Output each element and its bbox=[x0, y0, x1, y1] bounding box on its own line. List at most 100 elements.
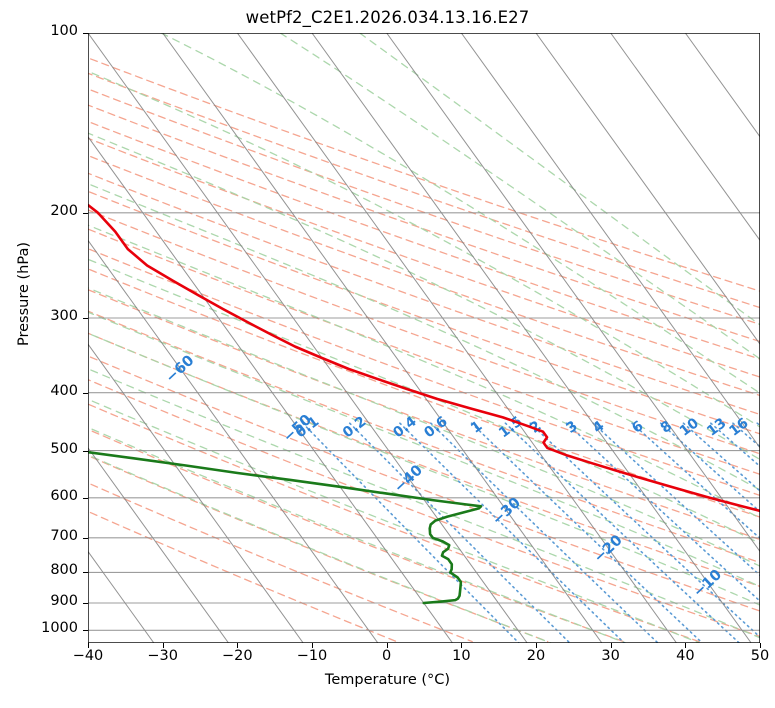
y-tick-mark bbox=[83, 450, 88, 452]
dry-adiabat-line bbox=[88, 378, 760, 638]
dry-adiabat-line bbox=[88, 154, 760, 397]
dry-adiabat-line bbox=[88, 209, 760, 455]
y-tick-label: 900 bbox=[50, 593, 78, 609]
isotherm-line bbox=[535, 33, 760, 345]
isotherm-line bbox=[162, 33, 603, 643]
y-tick-mark bbox=[83, 318, 88, 319]
dry-adiabat-lines bbox=[88, 57, 760, 643]
dry-adiabat-line bbox=[88, 137, 760, 378]
x-tick-mark bbox=[536, 643, 537, 648]
moist-adiabat-line bbox=[88, 398, 702, 643]
x-tick-mark bbox=[162, 643, 164, 648]
mixing-ratio-line bbox=[470, 422, 704, 643]
dry-adiabat-line bbox=[88, 57, 760, 292]
x-tick-mark bbox=[237, 643, 239, 648]
x-tick-mark bbox=[760, 643, 761, 648]
y-tick-mark bbox=[83, 392, 88, 394]
moist-adiabat-line bbox=[88, 287, 760, 567]
moist-adiabat-line bbox=[88, 70, 760, 428]
mixing-ratio-line bbox=[565, 422, 760, 603]
dry-adiabat-line bbox=[88, 428, 624, 643]
dry-adiabat-line bbox=[88, 72, 760, 309]
dry-adiabat-line bbox=[88, 510, 398, 643]
moist-adiabat-line bbox=[88, 183, 760, 491]
dry-adiabat-line bbox=[88, 120, 760, 360]
isotherm-line bbox=[88, 33, 528, 643]
y-tick-label: 300 bbox=[50, 308, 78, 324]
y-tick-label: 500 bbox=[50, 440, 78, 457]
x-tick-label: 10 bbox=[452, 648, 471, 664]
isotherm-line bbox=[460, 33, 760, 449]
x-tick-mark bbox=[312, 643, 313, 648]
mixing-ratio-line bbox=[504, 422, 741, 643]
sounding-curves bbox=[88, 203, 760, 605]
isotherm-line bbox=[88, 343, 304, 643]
y-tick-mark bbox=[83, 572, 88, 574]
y-tick-label: 400 bbox=[50, 382, 78, 399]
isotherm-line bbox=[311, 33, 752, 643]
mixing-ratio-line bbox=[399, 422, 626, 643]
mixing-ratio-line bbox=[529, 422, 760, 639]
isotherm-lines bbox=[88, 33, 760, 643]
x-axis-label: Temperature (°C) bbox=[324, 672, 451, 688]
y-tick-label: 800 bbox=[50, 562, 78, 579]
isotherm-line bbox=[88, 135, 454, 643]
moist-adiabat-line bbox=[88, 426, 628, 643]
x-tick-mark bbox=[685, 643, 687, 648]
x-tick-label: −10 bbox=[296, 648, 328, 664]
mixing-ratio-line bbox=[301, 422, 520, 643]
mixing-ratio-line bbox=[659, 422, 760, 513]
dry-adiabat-line bbox=[88, 190, 760, 435]
moist-adiabat-line bbox=[279, 33, 760, 360]
y-tick-label: 700 bbox=[50, 527, 78, 544]
isotherm-line bbox=[236, 33, 678, 643]
x-tick-label: −40 bbox=[72, 648, 104, 664]
x-tick-label: 20 bbox=[526, 648, 546, 664]
x-tick-label: 30 bbox=[601, 648, 620, 664]
dewpoint-curve bbox=[88, 450, 483, 605]
dry-adiabat-line bbox=[88, 247, 760, 497]
y-tick-mark bbox=[83, 33, 88, 34]
moist-adiabat-line bbox=[88, 454, 553, 643]
mixing-ratio-line bbox=[682, 422, 760, 493]
x-tick-mark bbox=[461, 643, 463, 648]
isotherm-line bbox=[88, 239, 379, 643]
isotherm-line bbox=[610, 33, 760, 242]
figure-title: wetPf2_C2E1.2026.034.13.16.E27 bbox=[245, 8, 530, 27]
dry-adiabat-line bbox=[88, 88, 760, 326]
moist-adiabat-line bbox=[88, 332, 760, 606]
x-tick-label: 50 bbox=[750, 648, 770, 664]
y-tick-mark bbox=[83, 537, 88, 539]
y-axis-label: Pressure (hPa) bbox=[16, 242, 32, 347]
x-tick-mark bbox=[610, 643, 612, 648]
moist-adiabat-line bbox=[88, 224, 760, 519]
x-tick-label: 40 bbox=[676, 648, 695, 664]
moist-adiabat-line bbox=[88, 258, 760, 545]
x-tick-label: −20 bbox=[222, 648, 253, 664]
dry-adiabat-line bbox=[88, 403, 700, 643]
y-tick-label: 600 bbox=[50, 487, 78, 504]
dry-adiabat-line bbox=[88, 482, 473, 643]
x-tick-label: −30 bbox=[147, 648, 178, 664]
isotherm-line bbox=[684, 33, 760, 138]
y-tick-mark bbox=[83, 603, 88, 604]
y-tick-mark bbox=[83, 630, 88, 632]
y-tick-label: 200 bbox=[50, 202, 78, 219]
plot-area: 0.1 0.2 0.4 0.6 1 1.5 2 3 4 6 8 10 13 16 −60 −50 −40 −30… bbox=[88, 33, 760, 643]
temperature-curve bbox=[88, 203, 760, 513]
mixing-ratio-line bbox=[348, 422, 571, 643]
y-tick-label: 100 bbox=[50, 23, 78, 39]
mixing-ratio-lines bbox=[301, 422, 760, 643]
mixing-ratio-line bbox=[592, 422, 760, 577]
y-tick-mark bbox=[83, 497, 88, 499]
dry-adiabat-line bbox=[88, 332, 760, 588]
x-tick-label: 0 bbox=[382, 648, 392, 664]
dry-adiabat-line bbox=[88, 172, 760, 416]
moist-adiabat-line bbox=[358, 33, 760, 326]
y-tick-mark bbox=[83, 212, 88, 214]
x-tick-mark bbox=[386, 643, 388, 648]
dry-adiabat-line bbox=[88, 355, 760, 612]
x-tick-mark bbox=[88, 643, 89, 648]
